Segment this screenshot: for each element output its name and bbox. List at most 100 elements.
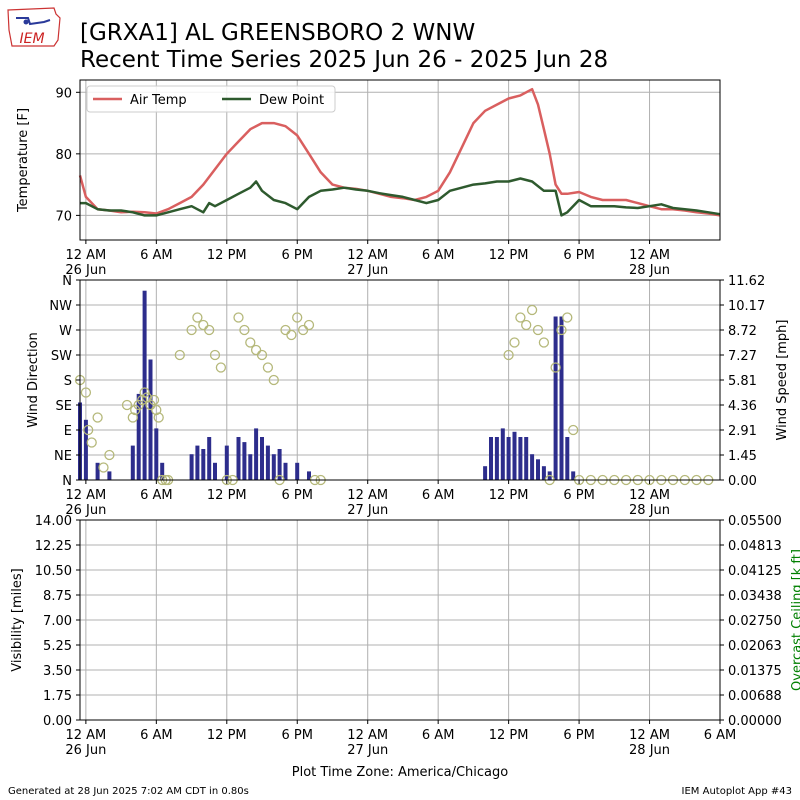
vis-xtick-label-0: 12 AM <box>65 728 106 743</box>
vis-tick-label-6: 10.50 <box>35 564 72 579</box>
temperature-series <box>78 87 721 217</box>
visibility-grid <box>80 519 721 721</box>
wind-speed-bar-1 <box>83 419 88 480</box>
ceiling-tick-label-3: 0.02063 <box>728 639 782 654</box>
wind-direction-point-33 <box>250 344 262 356</box>
wind-speed-bar-7 <box>148 359 153 480</box>
wind-speed-bar-9 <box>160 462 165 480</box>
ceiling-tick-label-1: 0.00688 <box>728 689 782 704</box>
wind-xtick-date-0: 26 Jun <box>65 503 106 518</box>
ceiling-tick-label-7: 0.04813 <box>728 539 782 554</box>
legend-label-air-temp: Air Temp <box>130 93 187 108</box>
iem-logo: IEM <box>7 7 61 47</box>
wind-direction-label: Wind Direction <box>26 332 41 428</box>
wind-direction-point-27 <box>215 362 227 373</box>
wind-direction-point-24 <box>198 319 209 331</box>
temp-xtick-label-5: 6 AM <box>422 248 455 263</box>
wind-direction-point-31 <box>239 324 250 336</box>
wind-direction-point-54 <box>556 324 567 336</box>
wind-dir-tick-label-0: N <box>62 474 72 489</box>
temperature-grid <box>80 80 720 240</box>
vis-tick-label-4: 7.00 <box>43 614 72 629</box>
vis-xtick-label-8: 12 AM <box>629 728 670 743</box>
wind-speed-bar-6 <box>142 290 147 480</box>
wind-speed-bar-17 <box>242 442 247 480</box>
vis-xtick-label-7: 6 PM <box>563 728 594 743</box>
legend-box <box>86 85 336 113</box>
wind-speed-bar-12 <box>201 449 206 480</box>
wind-xtick-label-2: 12 PM <box>207 488 247 503</box>
wind-speed-bar-11 <box>195 445 200 480</box>
wind-xtick-date-4: 27 Jun <box>347 503 388 518</box>
wind-direction-point-41 <box>297 324 309 336</box>
wind-speed-bar-33 <box>518 437 523 480</box>
wind-dir-tick-label-7: NW <box>49 299 72 314</box>
wind-direction-point-2 <box>83 424 94 436</box>
wind-speed-tick-label-6: 8.72 <box>728 324 757 339</box>
wind-dir-tick-label-2: E <box>64 424 72 439</box>
wind-xtick-label-1: 6 AM <box>140 488 173 503</box>
logo-text: IEM <box>19 31 44 47</box>
temperature-y-ticks: 70 80 90 <box>55 86 80 224</box>
ceiling-ticks: 0.00000 0.00688 0.01375 0.02063 0.02750 0.034… <box>720 514 782 729</box>
wind-direction-points <box>74 304 714 486</box>
wind-speed-bar-14 <box>213 462 217 480</box>
wind-xtick-label-5: 6 AM <box>422 488 455 503</box>
wind-speed-bar-13 <box>207 437 212 480</box>
wind-speed-bar-31 <box>506 437 511 480</box>
ceiling-tick-label-8: 0.05500 <box>728 514 782 529</box>
wind-direction-point-32 <box>245 337 256 348</box>
wind-speed-bar-22 <box>271 454 276 480</box>
temp-xtick-date-4: 27 Jun <box>347 263 388 278</box>
temp-xtick-label-8: 12 AM <box>629 248 670 263</box>
wind-direction-point-55 <box>562 312 573 323</box>
vis-tick-label-5: 8.75 <box>43 589 72 604</box>
chart-title-line2: Recent Time Series 2025 Jun 26 - 2025 Ju… <box>80 47 608 73</box>
vis-xtick-label-9: 6 AM <box>704 728 737 743</box>
wind-speed-bars <box>78 290 576 480</box>
wind-direction-point-50 <box>532 324 544 336</box>
wind-direction-point-34 <box>256 349 268 361</box>
temp-xtick-label-1: 6 AM <box>140 248 173 263</box>
vis-xtick-label-6: 12 PM <box>489 728 529 743</box>
wind-speed-bar-39 <box>553 316 558 480</box>
wind-speed-bar-8 <box>154 428 159 480</box>
wind-speed-bar-29 <box>494 437 499 480</box>
visibility-ticks: 0.00 1.75 3.50 5.25 7.00 8.75 10.50 12.25 14.00 <box>35 514 80 729</box>
wind-speed-tick-label-5: 7.27 <box>728 349 757 364</box>
temp-ytick-label-1: 80 <box>55 148 72 163</box>
wind-speed-bar-15 <box>224 445 229 480</box>
wind-speed-bar-27 <box>483 466 488 480</box>
wind-speed-bar-32 <box>512 431 517 480</box>
ceiling-tick-label-0: 0.00000 <box>728 714 782 729</box>
wind-direction-point-7 <box>121 399 133 411</box>
wind-speed-bar-41 <box>565 437 570 480</box>
wind-direction-point-53 <box>550 362 561 373</box>
wind-speed-ticks: 0.00 1.45 2.91 4.36 5.81 7.27 8.72 10.17 11.62 <box>720 274 765 489</box>
temp-xtick-date-8: 28 Jun <box>629 263 670 278</box>
vis-xtick-date-0: 26 Jun <box>65 743 106 758</box>
wind-speed-tick-label-4: 5.81 <box>728 374 757 389</box>
temperature-legend: Air Temp Dew Point <box>86 85 336 113</box>
wind-direction-point-35 <box>262 362 274 373</box>
visibility-y-label: Visibility [miles] <box>10 568 25 671</box>
wind-xtick-label-4: 12 AM <box>347 488 388 503</box>
wind-direction-point-4 <box>92 412 103 423</box>
wind-speed-bar-30 <box>500 428 505 480</box>
wind-direction-point-45 <box>503 349 514 361</box>
temp-xtick-label-0: 12 AM <box>65 248 106 263</box>
wind-xtick-label-0: 12 AM <box>65 488 106 503</box>
footer-generated: Generated at 28 Jun 2025 7:02 AM CDT in … <box>8 786 249 797</box>
wind-speed-bar-35 <box>530 454 535 480</box>
wind-direction-point-56 <box>568 424 579 436</box>
wind-direction-point-38 <box>280 324 291 336</box>
ceiling-tick-label-2: 0.01375 <box>728 664 782 679</box>
wind-speed-bar-16 <box>236 437 241 480</box>
logo-dot-icon <box>23 19 29 25</box>
temp-xtick-label-7: 6 PM <box>563 248 594 263</box>
temp-xtick-label-4: 12 AM <box>347 248 388 263</box>
wind-direction-point-8 <box>127 412 138 423</box>
vis-tick-label-3: 5.25 <box>43 639 72 654</box>
vis-tick-label-0: 0.00 <box>43 714 72 729</box>
